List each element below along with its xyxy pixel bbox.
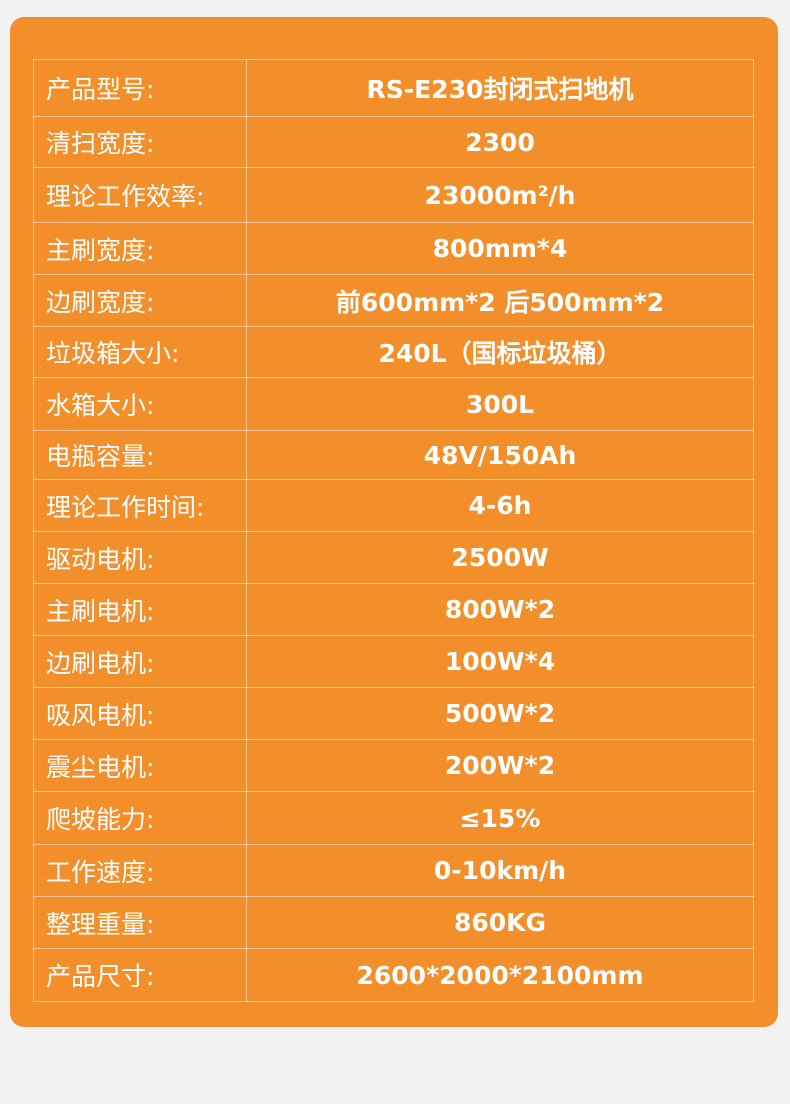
spec-row: 边刷宽度: 前600mm*2 后500mm*2 <box>33 274 754 327</box>
spec-value: 800mm*4 <box>246 222 754 275</box>
spec-row: 主刷电机: 800W*2 <box>33 583 754 636</box>
spec-value: 2500W <box>246 531 754 584</box>
spec-value: 前600mm*2 后500mm*2 <box>246 274 754 327</box>
spec-label: 边刷宽度: <box>33 274 247 327</box>
spec-row: 爬坡能力: ≤15% <box>33 791 754 845</box>
spec-label: 主刷宽度: <box>33 222 247 275</box>
spec-value: 200W*2 <box>246 739 754 792</box>
spec-value: 240L（国标垃圾桶） <box>246 326 754 378</box>
spec-card: 产品型号: RS-E230封闭式扫地机 清扫宽度: 2300 理论工作效率: 23000m… <box>10 17 778 1027</box>
spec-value: 23000m²/h <box>246 167 754 223</box>
spec-row: 边刷电机: 100W*4 <box>33 635 754 688</box>
spec-value: 4-6h <box>246 479 754 532</box>
spec-value: 48V/150Ah <box>246 430 754 480</box>
spec-label: 清扫宽度: <box>33 116 247 168</box>
spec-label: 电瓶容量: <box>33 430 247 480</box>
spec-label: 吸风电机: <box>33 687 247 740</box>
spec-label: 边刷电机: <box>33 635 247 688</box>
spec-table: 产品型号: RS-E230封闭式扫地机 清扫宽度: 2300 理论工作效率: 23000m… <box>33 59 754 1002</box>
spec-label: 产品尺寸: <box>33 948 247 1002</box>
spec-row: 产品尺寸: 2600*2000*2100mm <box>33 948 754 1002</box>
spec-label: 震尘电机: <box>33 739 247 792</box>
spec-row: 产品型号: RS-E230封闭式扫地机 <box>33 59 754 117</box>
spec-row: 理论工作效率: 23000m²/h <box>33 167 754 223</box>
spec-row: 驱动电机: 2500W <box>33 531 754 584</box>
spec-row: 工作速度: 0-10km/h <box>33 844 754 897</box>
spec-label: 工作速度: <box>33 844 247 897</box>
spec-label: 驱动电机: <box>33 531 247 584</box>
spec-value: 0-10km/h <box>246 844 754 897</box>
spec-label: 整理重量: <box>33 896 247 949</box>
spec-value: 300L <box>246 377 754 431</box>
spec-value: 2300 <box>246 116 754 168</box>
spec-label: 主刷电机: <box>33 583 247 636</box>
spec-row: 电瓶容量: 48V/150Ah <box>33 430 754 480</box>
spec-value: RS-E230封闭式扫地机 <box>246 59 754 117</box>
spec-value: 100W*4 <box>246 635 754 688</box>
spec-row: 整理重量: 860KG <box>33 896 754 949</box>
spec-row: 主刷宽度: 800mm*4 <box>33 222 754 275</box>
spec-row: 震尘电机: 200W*2 <box>33 739 754 792</box>
spec-value: ≤15% <box>246 791 754 845</box>
spec-label: 理论工作效率: <box>33 167 247 223</box>
spec-label: 水箱大小: <box>33 377 247 431</box>
spec-label: 理论工作时间: <box>33 479 247 532</box>
spec-label: 垃圾箱大小: <box>33 326 247 378</box>
spec-row: 吸风电机: 500W*2 <box>33 687 754 740</box>
spec-row: 水箱大小: 300L <box>33 377 754 431</box>
spec-row: 垃圾箱大小: 240L（国标垃圾桶） <box>33 326 754 378</box>
spec-value: 800W*2 <box>246 583 754 636</box>
spec-row: 理论工作时间: 4-6h <box>33 479 754 532</box>
spec-value: 2600*2000*2100mm <box>246 948 754 1002</box>
spec-label: 产品型号: <box>33 59 247 117</box>
spec-value: 500W*2 <box>246 687 754 740</box>
spec-row: 清扫宽度: 2300 <box>33 116 754 168</box>
spec-label: 爬坡能力: <box>33 791 247 845</box>
spec-value: 860KG <box>246 896 754 949</box>
